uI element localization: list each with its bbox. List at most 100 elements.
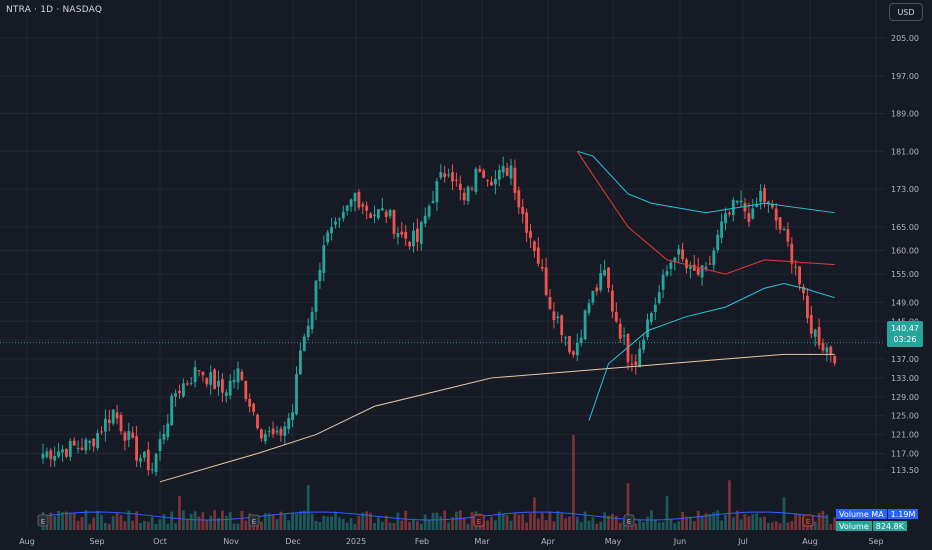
candle-body xyxy=(646,319,649,338)
volume-bar xyxy=(677,521,681,530)
volume-bar xyxy=(439,516,443,530)
volume-bar xyxy=(556,510,560,530)
candle-body xyxy=(552,311,556,321)
candle-body xyxy=(240,371,244,380)
volume-bar xyxy=(739,519,743,530)
candle-body xyxy=(759,190,762,202)
candle-body xyxy=(295,373,298,415)
volume-bar xyxy=(189,513,193,530)
candle-body xyxy=(271,428,275,435)
candle-body xyxy=(724,213,727,224)
volume-bar xyxy=(455,511,458,530)
volume-bar xyxy=(618,523,622,530)
volume-bar xyxy=(135,511,138,530)
candle-body xyxy=(299,350,302,375)
candle-body xyxy=(326,232,330,243)
volume-bar xyxy=(373,523,376,530)
volume-bar xyxy=(486,520,489,530)
volume-bar xyxy=(310,513,314,530)
candle-body xyxy=(770,203,774,208)
volume-bar xyxy=(821,510,825,530)
candle-body xyxy=(162,434,166,440)
candle-body xyxy=(357,191,361,208)
volume-bar xyxy=(205,520,209,530)
earnings-marker-label: E xyxy=(252,518,256,526)
candle-body xyxy=(41,453,45,459)
volume-bar xyxy=(696,510,700,530)
candle-body xyxy=(657,292,661,304)
candle-body xyxy=(806,295,809,319)
volume-bar xyxy=(271,514,275,530)
volume-bar xyxy=(533,497,536,530)
candle-body xyxy=(544,267,548,296)
price-tick-label: 125.00 xyxy=(891,412,919,421)
candle-body xyxy=(677,248,681,255)
candle-body xyxy=(443,173,447,178)
volume-bar xyxy=(423,514,427,530)
volume-bar xyxy=(100,514,103,530)
candle-body xyxy=(197,370,201,372)
bar-countdown: 03:26 xyxy=(893,335,917,344)
candle-body xyxy=(591,290,595,303)
volume-bar xyxy=(509,520,513,530)
earnings-marker xyxy=(802,514,814,527)
volume-bar xyxy=(829,523,833,530)
candle-body xyxy=(279,428,283,436)
candle-body xyxy=(76,448,80,450)
volume-bar xyxy=(295,513,298,530)
volume-bar xyxy=(416,521,419,530)
candle-body xyxy=(213,369,216,390)
volume-bar xyxy=(221,510,224,530)
volume-bar xyxy=(743,514,747,530)
candle-body xyxy=(209,372,213,385)
volume-ma-value: 1.19M xyxy=(887,509,919,519)
time-tick-label: Aug xyxy=(19,537,35,546)
candle-body xyxy=(447,174,450,176)
volume-bar xyxy=(564,518,567,530)
candle-body xyxy=(431,200,435,204)
candle-body xyxy=(712,250,716,266)
candle-body xyxy=(96,433,99,449)
volume-bar xyxy=(400,520,404,530)
candle-body xyxy=(700,265,704,278)
candle-body xyxy=(743,202,747,212)
candle-body xyxy=(587,303,591,313)
candle-body xyxy=(669,262,673,269)
volume-bar xyxy=(287,520,291,530)
volume-bar xyxy=(228,512,232,530)
volume-bar xyxy=(575,516,579,530)
volume-bar xyxy=(57,510,60,530)
volume-bar xyxy=(236,523,240,530)
candle-body xyxy=(692,264,696,271)
candle-body xyxy=(642,339,645,350)
volume-bar xyxy=(232,523,236,530)
volume-bar xyxy=(158,519,162,530)
time-tick-label: Nov xyxy=(223,537,239,546)
candle-body xyxy=(427,206,431,217)
candle-body xyxy=(158,439,162,452)
volume-bar xyxy=(731,517,735,530)
volume-bar xyxy=(642,521,645,530)
candle-body xyxy=(349,199,353,207)
volume-bar xyxy=(759,517,762,530)
earnings-marker-label: E xyxy=(806,518,810,526)
currency-button[interactable]: USD xyxy=(889,3,923,21)
candle-body xyxy=(595,287,599,292)
candle-body xyxy=(166,423,170,437)
candle-body xyxy=(260,429,263,439)
candle-body xyxy=(338,218,341,220)
volume-bar xyxy=(626,483,630,530)
volume-bar xyxy=(482,521,486,530)
volume-bar xyxy=(330,516,333,530)
volume-bar xyxy=(404,510,408,530)
price-axis: 205.00 197.00 189.00 181.00 173.00 165.00 160.… xyxy=(891,34,919,475)
volume-bar xyxy=(318,521,322,530)
candle-body xyxy=(829,346,833,355)
candle-body xyxy=(416,228,419,242)
time-axis: Aug Sep Oct Nov Dec 2025 Feb Mar Apr May Jun Jul Aug… xyxy=(19,537,883,546)
price-tick-label: 197.00 xyxy=(891,72,919,81)
candle-body xyxy=(205,378,209,385)
volume-bar xyxy=(384,515,388,530)
